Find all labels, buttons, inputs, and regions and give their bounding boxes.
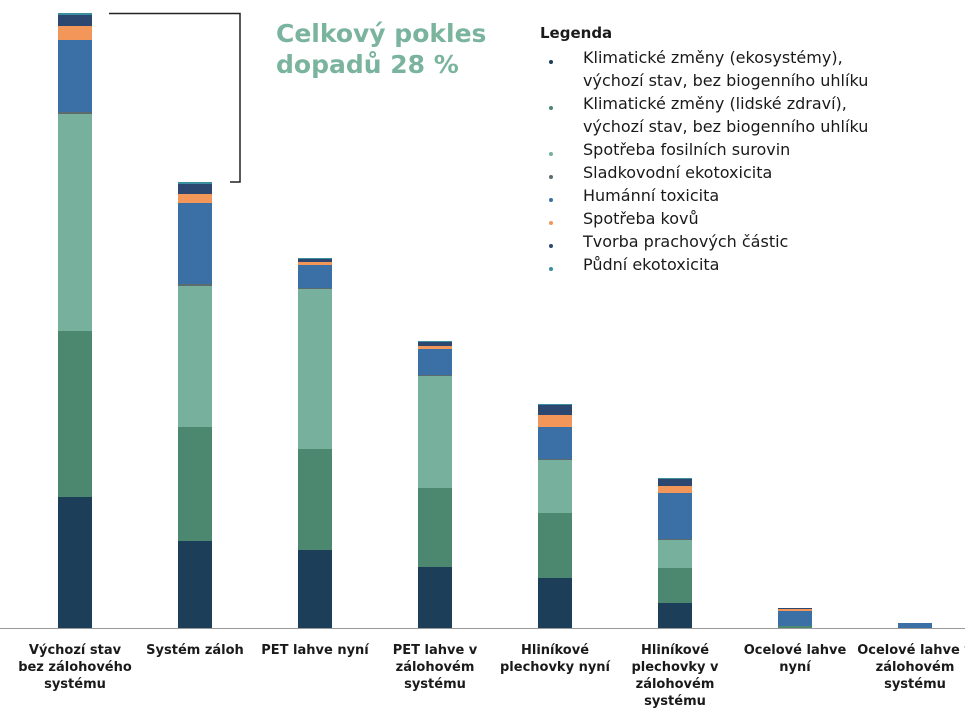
bar-segment (178, 203, 212, 284)
legend-item: Spotřeba kovů (540, 207, 898, 230)
bar-segment (418, 488, 452, 567)
legend-marker (549, 221, 553, 225)
bar-segment (778, 609, 812, 611)
bar-segment (178, 284, 212, 286)
bar-segment (658, 493, 692, 539)
legend-marker (549, 175, 553, 179)
legend-label: Klimatické změny (lidské zdraví), výchoz… (583, 94, 869, 136)
bar-segment (58, 112, 92, 114)
bar-segment (418, 346, 452, 349)
bar-segment (418, 375, 452, 376)
bar-segment (418, 376, 452, 488)
bar-segment (178, 427, 212, 541)
legend-label: Klimatické změny (ekosystémy), výchozí s… (583, 48, 869, 90)
bar-segment (178, 541, 212, 628)
bar-segment (538, 578, 572, 628)
legend-marker (549, 106, 553, 110)
bar-segment (538, 460, 572, 513)
x-tick-label: PET lahve nyní (261, 643, 369, 658)
bar-segment (58, 331, 92, 497)
legend-label: Půdní ekotoxicita (583, 255, 720, 274)
legend-marker (549, 152, 553, 156)
bar-segment (658, 479, 692, 486)
legend-marker (549, 60, 553, 64)
x-tick-label: Výchozí stav bez zálohového systému (18, 643, 132, 692)
legend-label: Spotřeba kovů (583, 209, 699, 228)
legend-title: Legenda (540, 24, 613, 42)
bar-segment (658, 478, 692, 479)
legend-label: Sladkovodní ekotoxicita (583, 163, 773, 182)
bar-segment (418, 567, 452, 628)
bar-segment (58, 497, 92, 628)
bar-segment (58, 26, 92, 40)
bar-segment (778, 608, 812, 609)
annotation-bracket (109, 12, 241, 183)
bar-segment (298, 550, 332, 628)
bar-segment (658, 539, 692, 540)
bar-segment (778, 611, 812, 626)
legend-item: Spotřeba fosilních surovin (540, 138, 898, 161)
x-tick-label: Ocelové lahve nyní (743, 643, 847, 675)
legend-label: Spotřeba fosilních surovin (583, 140, 791, 159)
bar-segment (58, 114, 92, 331)
legend-item: Sladkovodní ekotoxicita (540, 161, 898, 184)
bar-segment (658, 486, 692, 493)
bar-segment (298, 259, 332, 262)
legend-marker (549, 244, 553, 248)
legend-label: Tvorba prachových částic (583, 232, 789, 251)
bar-segment (298, 265, 332, 288)
legend-item: Půdní ekotoxicita (540, 253, 898, 276)
bar-segment (178, 286, 212, 427)
bar-segment (298, 449, 332, 550)
bar-segment (178, 194, 212, 203)
bar-segment (538, 405, 572, 415)
legend-marker (549, 267, 553, 271)
bar-segment (298, 288, 332, 289)
bar-segment (298, 262, 332, 265)
bar-segment (58, 40, 92, 112)
bar-segment (298, 258, 332, 259)
bar-segment (178, 182, 212, 184)
bar-segment (538, 427, 572, 459)
x-tick-label: Ocelové lahve v zálohovém systému (857, 643, 965, 692)
bar-segment (178, 184, 212, 194)
bar-segment (898, 623, 932, 628)
legend-item: Klimatické změny (lidské zdraví), výchoz… (540, 92, 898, 138)
legend-marker (549, 198, 553, 202)
x-tick-label: Systém záloh (146, 643, 244, 658)
bar-segment (658, 603, 692, 628)
legend-item: Klimatické změny (ekosystémy), výchozí s… (540, 46, 898, 92)
bar-segment (778, 626, 812, 628)
bar-segment (538, 415, 572, 427)
bar-segment (418, 341, 452, 342)
x-tick-label: Hliníkové plechovky v zálohovém systému (631, 643, 719, 709)
bar-segment (58, 13, 92, 15)
x-tick-label: PET lahve v zálohovém systému (392, 643, 478, 692)
legend-label: Humánní toxicita (583, 186, 720, 205)
bar-segment (298, 289, 332, 449)
annotation: Celkový pokles dopadů 28 % (276, 19, 487, 79)
legend-item: Humánní toxicita (540, 184, 898, 207)
bar-segment (658, 568, 692, 603)
bar-segment (58, 15, 92, 26)
bar-segment (538, 459, 572, 460)
legend-item: Tvorba prachových částic (540, 230, 898, 253)
bar-segment (538, 404, 572, 405)
bar-segment (418, 349, 452, 375)
legend: Legenda Klimatické změny (ekosystémy), v… (540, 24, 960, 276)
bar-segment (418, 342, 452, 346)
x-tick-label: Hliníkové plechovky nyní (499, 643, 611, 675)
bar-segment (658, 540, 692, 568)
bar-segment (538, 513, 572, 578)
